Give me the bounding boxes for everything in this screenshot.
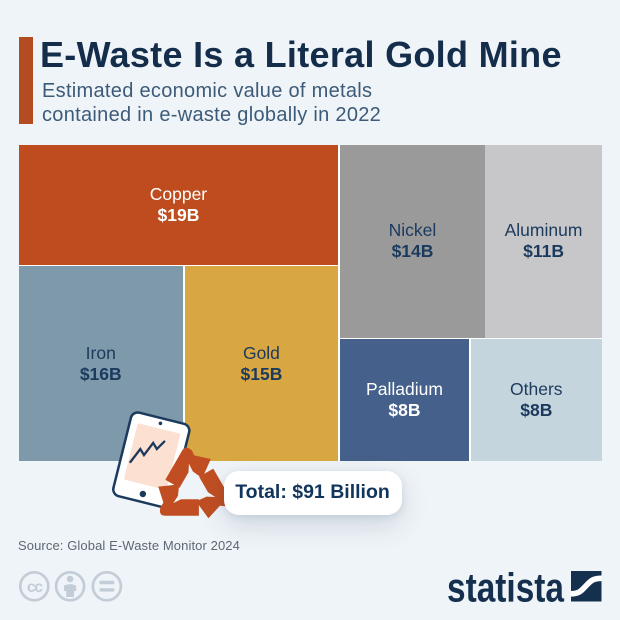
svg-text:cc: cc xyxy=(27,579,43,596)
svg-text:statista: statista xyxy=(447,565,565,609)
